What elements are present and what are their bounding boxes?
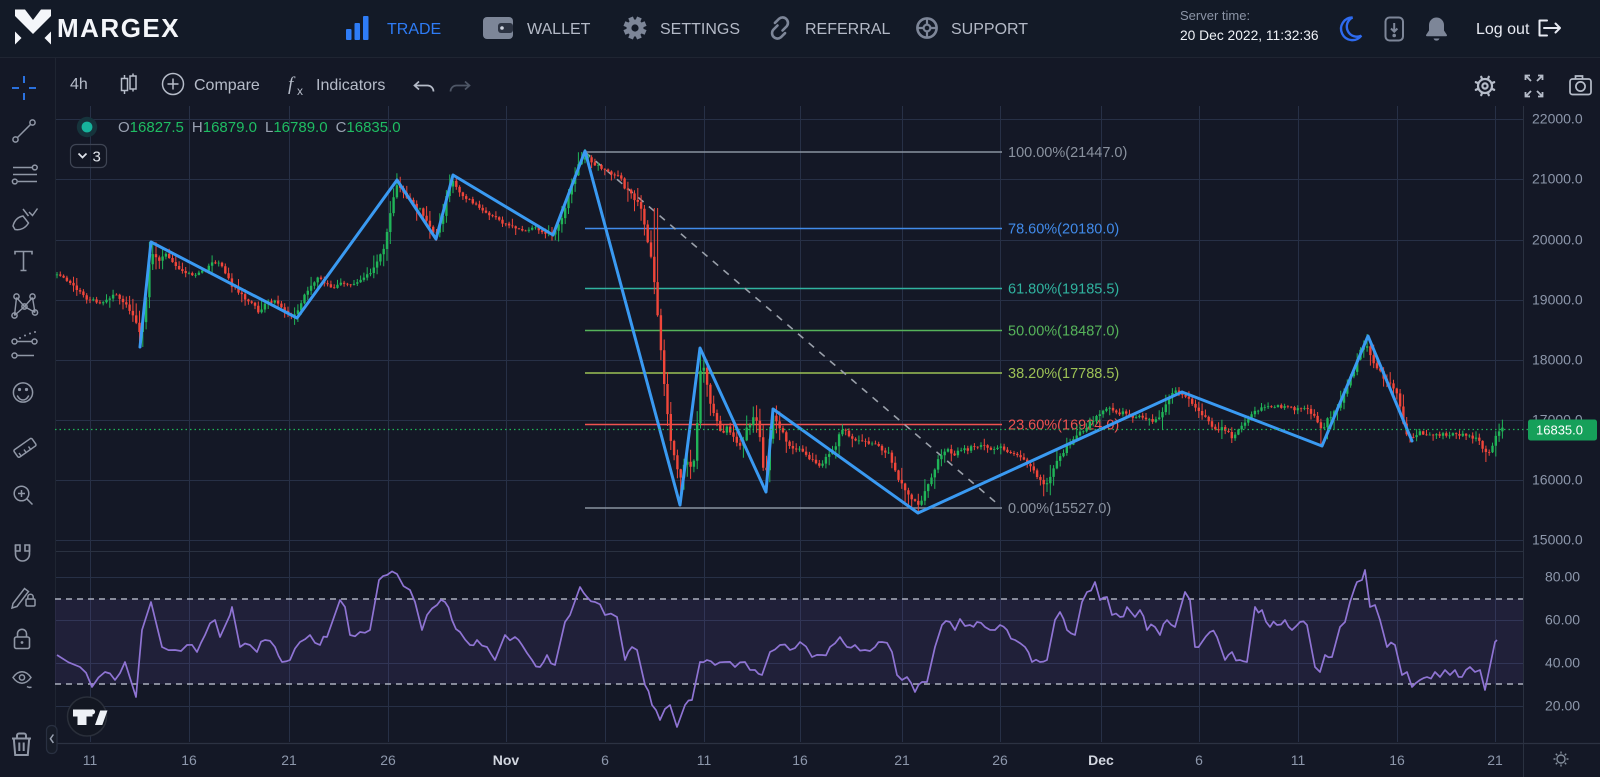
svg-text:100.00%(21447.0): 100.00%(21447.0) bbox=[1008, 145, 1127, 161]
svg-text:22000.0: 22000.0 bbox=[1532, 111, 1583, 127]
svg-text:11: 11 bbox=[697, 752, 712, 768]
svg-text:80.00: 80.00 bbox=[1545, 569, 1580, 585]
svg-text:Dec: Dec bbox=[1088, 752, 1114, 768]
svg-text:21000.0: 21000.0 bbox=[1532, 171, 1583, 187]
svg-text:11: 11 bbox=[1291, 752, 1306, 768]
svg-text:61.80%(19185.5): 61.80%(19185.5) bbox=[1008, 282, 1119, 298]
svg-text:21: 21 bbox=[894, 752, 910, 768]
svg-text:16: 16 bbox=[181, 752, 197, 768]
svg-text:78.60%(20180.0): 78.60%(20180.0) bbox=[1008, 222, 1119, 238]
svg-text:0.00%(15527.0): 0.00%(15527.0) bbox=[1008, 501, 1111, 517]
svg-text:Server time:: Server time: bbox=[1180, 8, 1250, 23]
svg-text:MARGEX: MARGEX bbox=[57, 13, 180, 43]
svg-text:20.00: 20.00 bbox=[1545, 698, 1580, 714]
svg-text:50.00%(18487.0): 50.00%(18487.0) bbox=[1008, 324, 1119, 340]
svg-text:23.60%(16924.0): 23.60%(16924.0) bbox=[1008, 418, 1119, 434]
svg-text:60.00: 60.00 bbox=[1545, 612, 1580, 628]
svg-text:3: 3 bbox=[93, 149, 101, 166]
svg-text:WALLET: WALLET bbox=[527, 21, 591, 38]
svg-text:16000.0: 16000.0 bbox=[1532, 472, 1583, 488]
svg-text:Compare: Compare bbox=[194, 77, 260, 94]
svg-text:f: f bbox=[288, 74, 296, 95]
svg-text:18000.0: 18000.0 bbox=[1532, 352, 1583, 368]
svg-text:16: 16 bbox=[792, 752, 808, 768]
svg-text:6: 6 bbox=[601, 752, 609, 768]
svg-text:11: 11 bbox=[83, 752, 98, 768]
svg-text:SUPPORT: SUPPORT bbox=[951, 21, 1028, 38]
svg-text:SETTINGS: SETTINGS bbox=[660, 21, 740, 38]
svg-text:Log out: Log out bbox=[1476, 21, 1530, 38]
svg-text:Indicators: Indicators bbox=[316, 77, 385, 94]
svg-text:16835.0: 16835.0 bbox=[1536, 423, 1583, 438]
svg-text:x: x bbox=[297, 84, 303, 98]
svg-text:15000.0: 15000.0 bbox=[1532, 532, 1583, 548]
svg-text:6: 6 bbox=[1195, 752, 1203, 768]
svg-text:Nov: Nov bbox=[493, 752, 520, 768]
svg-text:16: 16 bbox=[1389, 752, 1405, 768]
svg-text:38.20%(17788.5): 38.20%(17788.5) bbox=[1008, 366, 1119, 382]
svg-text:4h: 4h bbox=[70, 76, 88, 93]
svg-text:20 Dec 2022, 11:32:36: 20 Dec 2022, 11:32:36 bbox=[1180, 28, 1319, 43]
svg-text:21: 21 bbox=[1487, 752, 1503, 768]
svg-text:20000.0: 20000.0 bbox=[1532, 232, 1583, 248]
svg-text:21: 21 bbox=[281, 752, 297, 768]
svg-text:26: 26 bbox=[992, 752, 1008, 768]
svg-text:TRADE: TRADE bbox=[387, 21, 441, 38]
svg-text:REFERRAL: REFERRAL bbox=[805, 21, 890, 38]
svg-text:19000.0: 19000.0 bbox=[1532, 292, 1583, 308]
svg-text:40.00: 40.00 bbox=[1545, 655, 1580, 671]
svg-text:26: 26 bbox=[380, 752, 396, 768]
